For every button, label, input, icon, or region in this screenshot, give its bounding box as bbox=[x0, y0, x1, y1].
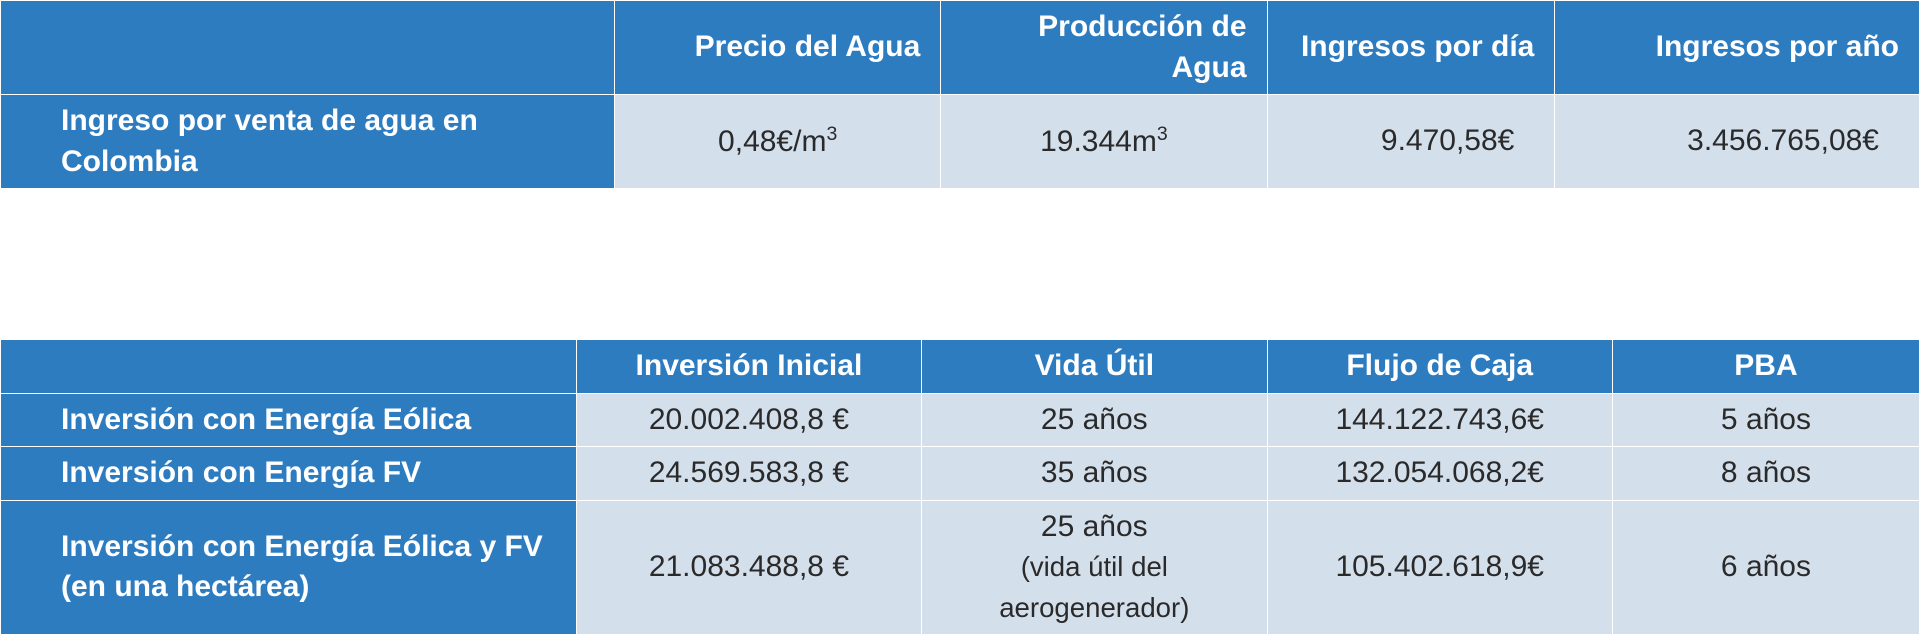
col-inversion: Inversión Inicial bbox=[576, 340, 921, 394]
row-label: Inversión con Energía Eólica bbox=[1, 393, 577, 447]
produccion-sup: 3 bbox=[1157, 123, 1168, 145]
cell-flujo: 105.402.618,9€ bbox=[1267, 500, 1612, 635]
cell-inversion: 24.569.583,8 € bbox=[576, 447, 921, 501]
col-ingresos-dia: Ingresos por día bbox=[1267, 1, 1555, 95]
cell-inversion: 20.002.408,8 € bbox=[576, 393, 921, 447]
cell-flujo: 132.054.068,2€ bbox=[1267, 447, 1612, 501]
precio-sup: 3 bbox=[826, 123, 837, 145]
cell-produccion: 19.344m3 bbox=[941, 95, 1267, 189]
col-pba: PBA bbox=[1612, 340, 1919, 394]
table-header-row: Inversión Inicial Vida Útil Flujo de Caj… bbox=[1, 340, 1920, 394]
investment-table: Inversión Inicial Vida Útil Flujo de Caj… bbox=[0, 339, 1920, 635]
precio-value: 0,48€/m bbox=[718, 125, 826, 158]
row-label: Ingreso por venta de agua en Colombia bbox=[1, 95, 615, 189]
row-label: Inversión con Energía Eólica y FV (en un… bbox=[1, 500, 577, 635]
col-flujo: Flujo de Caja bbox=[1267, 340, 1612, 394]
table-header-row: Precio del Agua Producción de Agua Ingre… bbox=[1, 1, 1920, 95]
col-empty bbox=[1, 1, 615, 95]
cell-pba: 6 años bbox=[1612, 500, 1919, 635]
table-row: Ingreso por venta de agua en Colombia 0,… bbox=[1, 95, 1920, 189]
cell-ingresos-dia: 9.470,58€ bbox=[1267, 95, 1555, 189]
col-vida-util: Vida Útil bbox=[922, 340, 1267, 394]
cell-vida: 25 años bbox=[922, 393, 1267, 447]
cell-vida: 35 años bbox=[922, 447, 1267, 501]
table-row: Inversión con Energía Eólica y FV (en un… bbox=[1, 500, 1920, 635]
cell-inversion: 21.083.488,8 € bbox=[576, 500, 921, 635]
cell-precio: 0,48€/m3 bbox=[615, 95, 941, 189]
col-produccion: Producción de Agua bbox=[941, 1, 1267, 95]
table-row: Inversión con Energía Eólica 20.002.408,… bbox=[1, 393, 1920, 447]
produccion-value: 19.344m bbox=[1040, 125, 1157, 158]
row-label: Inversión con Energía FV bbox=[1, 447, 577, 501]
table-spacer bbox=[0, 189, 1920, 339]
water-income-table: Precio del Agua Producción de Agua Ingre… bbox=[0, 0, 1920, 189]
cell-flujo: 144.122.743,6€ bbox=[1267, 393, 1612, 447]
cell-vida: 25 años (vida útil del aerogenerador) bbox=[922, 500, 1267, 635]
vida-note: (vida útil del aerogenerador) bbox=[999, 551, 1189, 623]
cell-ingresos-ano: 3.456.765,08€ bbox=[1555, 95, 1920, 189]
table-row: Inversión con Energía FV 24.569.583,8 € … bbox=[1, 447, 1920, 501]
col-empty bbox=[1, 340, 577, 394]
col-precio-agua: Precio del Agua bbox=[615, 1, 941, 95]
cell-pba: 5 años bbox=[1612, 393, 1919, 447]
cell-pba: 8 años bbox=[1612, 447, 1919, 501]
col-ingresos-ano: Ingresos por año bbox=[1555, 1, 1920, 95]
vida-value: 25 años bbox=[1041, 510, 1148, 543]
